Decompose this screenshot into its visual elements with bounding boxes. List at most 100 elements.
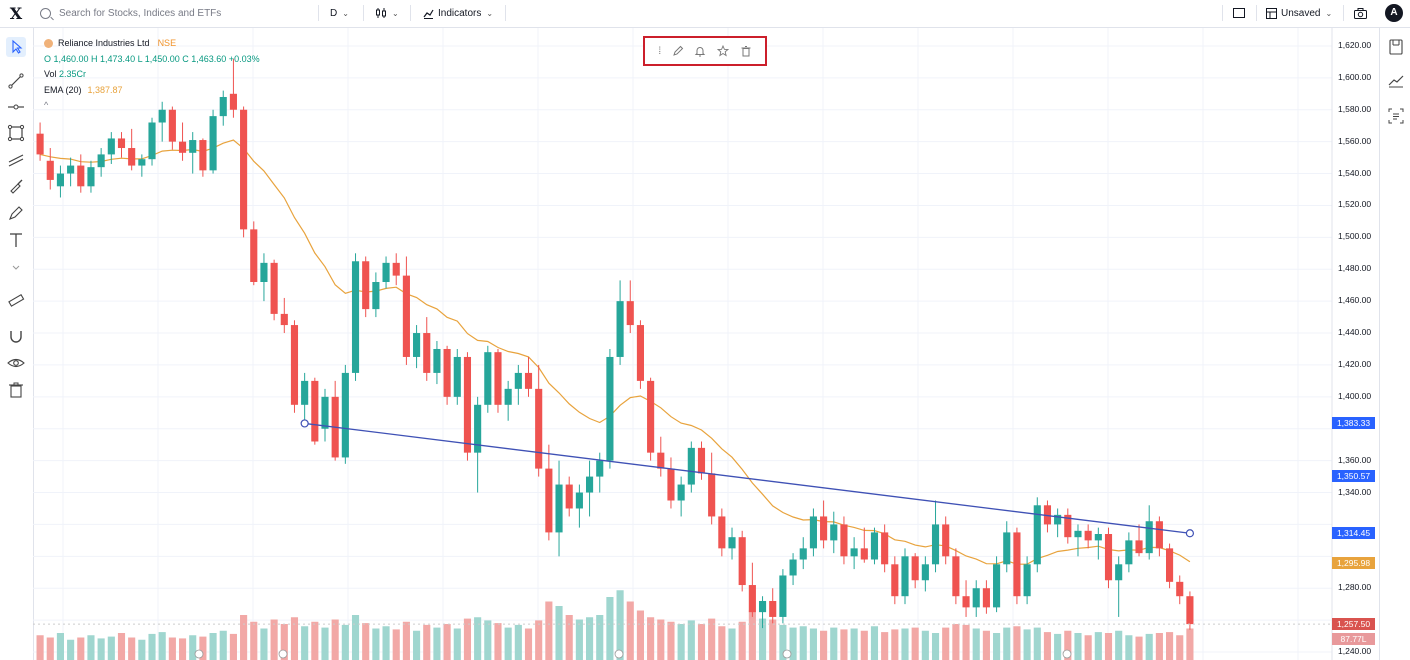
trash-icon[interactable] [740,45,752,57]
candle-body[interactable] [850,548,858,557]
candle-body[interactable] [178,141,187,153]
event-marker[interactable] [782,649,792,659]
trendline-anchor[interactable] [1185,529,1195,538]
candle-body[interactable] [586,476,594,493]
candle-body[interactable] [545,468,553,533]
event-marker[interactable] [614,649,624,659]
fullscreen-button[interactable] [1233,4,1245,22]
trendline[interactable] [304,422,1190,534]
candle-body[interactable] [474,404,482,453]
candle-body[interactable] [1125,540,1133,565]
candle-body[interactable] [219,96,227,117]
candle-body[interactable] [97,154,105,168]
cursor-tool[interactable] [6,37,26,57]
candle-body[interactable] [982,588,990,608]
search-placeholder[interactable]: Search for Stocks, Indices and ETFs [59,7,222,19]
candle-body[interactable] [290,325,299,405]
chart-panel-button[interactable] [1386,71,1406,91]
candle-body[interactable] [514,372,522,389]
candle-body[interactable] [667,468,675,501]
candle-body[interactable] [138,159,146,166]
indicators-button[interactable]: Indicators ⌄ [423,4,493,22]
candle-body[interactable] [758,600,767,613]
candle-body[interactable] [596,460,604,477]
candle-body[interactable] [504,388,512,405]
candle-body[interactable] [1115,564,1123,581]
candle-body[interactable] [199,140,207,171]
more-tools-toggle[interactable] [6,261,26,273]
magnet-tool[interactable] [6,326,26,346]
candle-body[interactable] [1033,505,1041,565]
candle-body[interactable] [1003,532,1011,565]
candle-body[interactable] [270,262,278,314]
event-marker[interactable] [278,649,288,659]
candle-body[interactable] [117,138,126,149]
ema-label[interactable]: EMA (20) [44,84,82,95]
horizontal-line-tool[interactable] [6,97,26,117]
candle-body[interactable] [392,262,400,276]
candle-body[interactable] [769,600,777,617]
candle-body[interactable] [840,524,848,557]
candle-body[interactable] [555,484,563,533]
candle-body[interactable] [433,348,441,373]
candle-body[interactable] [372,282,380,310]
candle-body[interactable] [535,388,543,469]
interval-dropdown[interactable]: D ⌄ [330,4,349,22]
candle-body[interactable] [77,165,85,187]
layout-dropdown[interactable]: Unsaved ⌄ [1266,4,1332,22]
candle-body[interactable] [1166,548,1174,582]
candle-body[interactable] [260,262,268,282]
pencil-icon[interactable] [672,45,684,57]
candle-body[interactable] [209,116,217,171]
candle-body[interactable] [636,325,644,381]
candle-body[interactable] [250,229,258,282]
candle-body[interactable] [1023,564,1031,597]
candle-body[interactable] [229,93,237,110]
drag-handle-icon[interactable]: ⁞ [658,45,662,57]
candle-body[interactable] [158,109,166,123]
candle-body[interactable] [657,452,665,469]
candle-body[interactable] [413,333,421,357]
avatar[interactable]: A [1385,4,1403,22]
candle-body[interactable] [1135,540,1143,554]
candle-body[interactable] [697,447,706,474]
price-chart[interactable] [33,28,1379,660]
channel-tool[interactable] [6,150,26,170]
candle-body[interactable] [56,173,64,187]
candle-body[interactable] [351,261,360,373]
candle-body[interactable] [494,352,502,405]
candle-body[interactable] [1013,532,1021,597]
candle-body[interactable] [952,556,960,597]
candle-body[interactable] [881,532,889,565]
star-icon[interactable] [717,45,730,57]
candle-body[interactable] [148,122,156,160]
candle-body[interactable] [382,262,390,282]
candle-body[interactable] [1104,534,1113,581]
candle-body[interactable] [931,524,940,565]
candle-body[interactable] [962,596,970,608]
candle-body[interactable] [443,348,451,397]
remove-drawings-tool[interactable] [6,380,26,400]
candle-body[interactable] [1186,596,1194,625]
candle-body[interactable] [626,301,634,326]
candle-body[interactable] [901,556,909,597]
candle-body[interactable] [423,333,431,373]
candle-body[interactable] [718,516,726,549]
candle-body[interactable] [687,447,695,485]
candle-body[interactable] [1176,581,1184,597]
trendline-tool[interactable] [6,71,26,91]
candle-body[interactable] [820,516,828,541]
candle-body[interactable] [301,380,309,405]
candle-body[interactable] [1155,521,1163,549]
candle-body[interactable] [67,165,75,174]
candle-body[interactable] [891,564,899,597]
candle-body[interactable] [1094,534,1102,541]
candle-body[interactable] [1064,514,1072,538]
candle-body[interactable] [942,524,950,557]
candle-body[interactable] [1074,530,1082,538]
candle-body[interactable] [36,133,44,155]
visibility-tool[interactable] [6,353,26,373]
candle-body[interactable] [789,559,797,576]
candle-body[interactable] [677,484,685,501]
candle-body[interactable] [1084,530,1092,541]
